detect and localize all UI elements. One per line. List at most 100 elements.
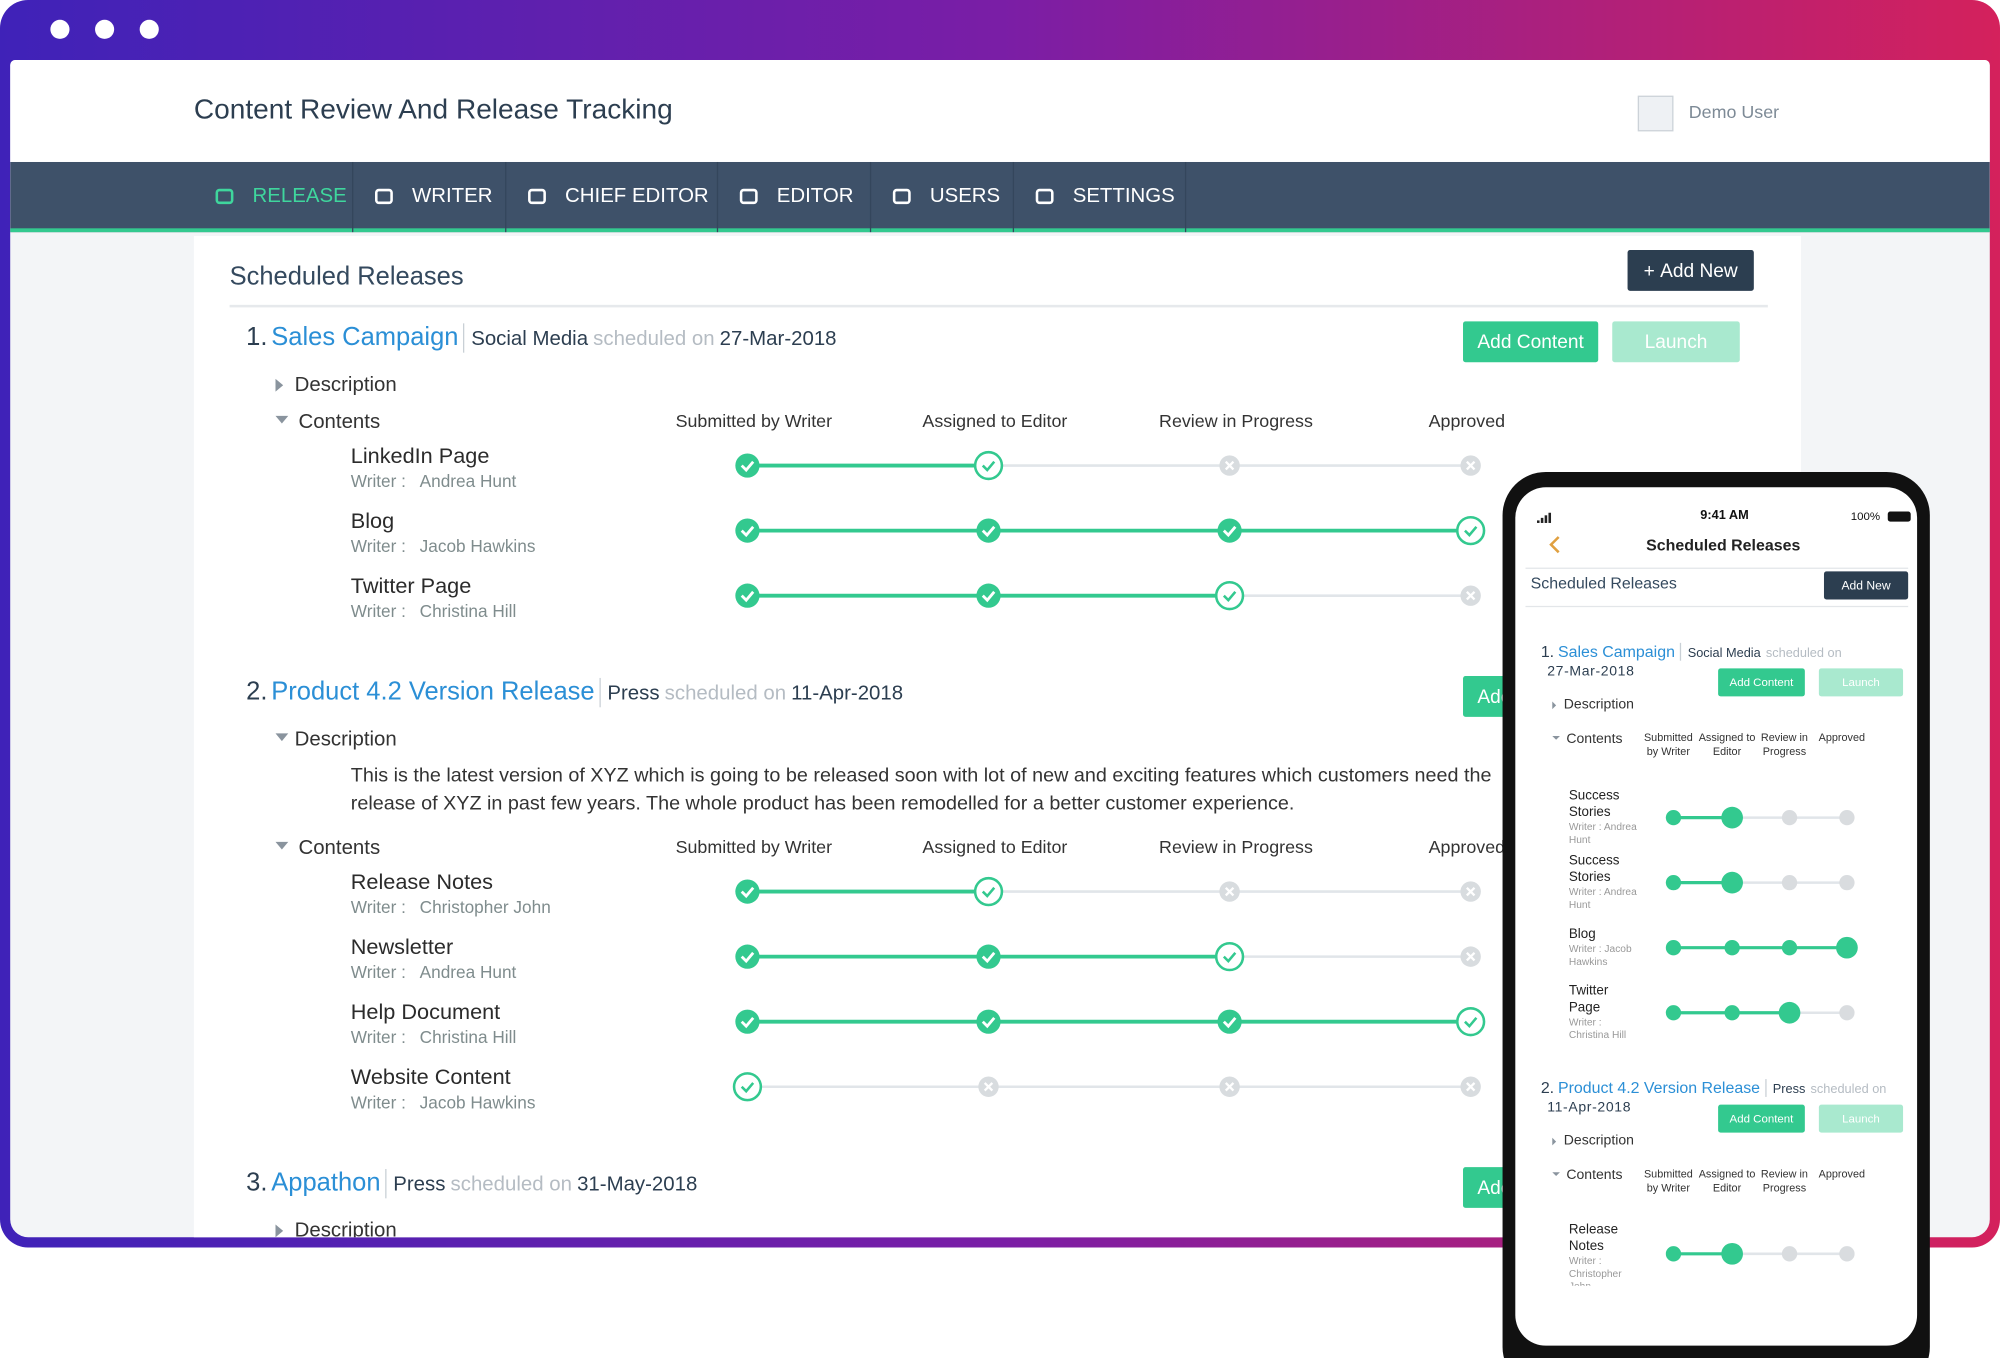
contents-toggle[interactable]: Contents — [298, 837, 381, 859]
cross — [1224, 886, 1235, 897]
nav-label[interactable]: USERS — [929, 185, 1001, 208]
button-label[interactable]: Add New — [1660, 259, 1738, 282]
nav-item[interactable]: EDITOR — [718, 161, 872, 233]
stage-header: Review in Progress — [1760, 730, 1808, 758]
release-number: 2. — [246, 677, 268, 706]
add-new-button[interactable]: Add New — [1823, 571, 1909, 600]
release-name[interactable]: Appathon — [271, 1169, 387, 1199]
check — [1222, 525, 1237, 538]
status-done — [1217, 518, 1242, 543]
description-toggle[interactable]: Description — [1563, 696, 1634, 713]
release-name[interactable]: Sales Campaign — [271, 323, 465, 353]
item-name: Success Stories — [1568, 788, 1620, 821]
add-content-button[interactable]: Add Content — [1718, 1104, 1805, 1133]
nav-item[interactable]: CHIEF EDITOR — [506, 161, 719, 233]
progress-layer — [732, 450, 1486, 1102]
nav-icon — [528, 188, 546, 205]
stage-header: Review in Progress — [1159, 410, 1313, 431]
writer-label: Writer : — [350, 536, 406, 557]
description-toggle[interactable]: Description — [294, 728, 397, 751]
status-current — [1721, 1242, 1743, 1265]
contents-toggle[interactable]: Contents — [1566, 1167, 1623, 1183]
scheduled-label: scheduled on — [450, 1174, 572, 1196]
nav-bar — [10, 161, 1990, 233]
writer-label: Writer : — [350, 1027, 406, 1048]
section-title: Scheduled Releases — [1530, 574, 1677, 593]
stage-header: Review in Progress — [1760, 1167, 1808, 1194]
release-name[interactable]: Product 4.2 Version Release — [271, 677, 602, 708]
back-button[interactable] — [1547, 536, 1562, 554]
check — [981, 590, 996, 603]
release-name[interactable]: Product 4.2 Version Release — [1558, 1079, 1767, 1097]
status-done — [1665, 809, 1682, 826]
writer-name: Christina Hill — [419, 1027, 517, 1048]
nav-label[interactable]: WRITER — [411, 185, 493, 208]
check — [740, 886, 755, 899]
status-current — [1214, 580, 1245, 611]
toggle-arrow[interactable] — [1552, 701, 1557, 710]
item-writer: Writer : Andrea Hunt — [1569, 887, 1640, 913]
stage-header: Approved — [1428, 410, 1506, 431]
add-new-button[interactable]: + Add New — [1627, 249, 1754, 291]
nav-item[interactable]: WRITER — [353, 161, 507, 233]
cross — [1224, 460, 1235, 471]
writer-label: Writer : — [350, 601, 406, 622]
nav-item[interactable]: USERS — [871, 161, 1015, 233]
launch-button[interactable]: Launch — [1818, 668, 1904, 697]
status-done — [735, 583, 760, 608]
nav-label[interactable]: SETTINGS — [1072, 185, 1175, 208]
status-current — [1455, 515, 1486, 546]
release-name[interactable]: Sales Campaign — [1558, 642, 1682, 661]
toggle-arrow[interactable] — [1552, 1172, 1560, 1177]
check — [740, 460, 755, 473]
release-header: 3. Appathon Press scheduled on 31-May-2018 — [246, 1169, 697, 1199]
nav-item[interactable]: RELEASE — [194, 161, 354, 233]
cross — [1466, 886, 1476, 897]
nav-icon — [892, 188, 911, 205]
check — [1222, 951, 1237, 963]
status-done — [1217, 1009, 1242, 1034]
stage-header: Review in Progress — [1159, 836, 1313, 857]
writer-name: Christina Hill — [419, 601, 517, 622]
release-channel: Social Media — [1687, 646, 1761, 661]
nav-label[interactable]: CHIEF EDITOR — [565, 185, 709, 208]
status-pending — [1839, 874, 1855, 891]
toggle-arrow[interactable] — [275, 841, 289, 850]
release-channel: Social Media — [471, 328, 589, 351]
back-chevron — [1549, 536, 1560, 554]
launch-button[interactable]: Launch — [1818, 1104, 1904, 1133]
description-toggle[interactable]: Description — [294, 374, 397, 396]
nav-label[interactable]: RELEASE — [252, 185, 347, 208]
window-dots — [50, 19, 159, 39]
signal-bar — [1540, 517, 1544, 523]
add-content-button[interactable]: Add Content — [1718, 668, 1805, 697]
description-toggle[interactable]: Description — [294, 1219, 397, 1238]
status-pending — [1781, 874, 1798, 891]
toggle-arrow[interactable] — [275, 733, 289, 742]
nav-label[interactable]: EDITOR — [776, 185, 854, 208]
toggle-arrow[interactable] — [275, 1224, 284, 1238]
battery-level: 100% — [1850, 509, 1881, 523]
toggle-arrow[interactable] — [1552, 1137, 1557, 1146]
contents-toggle[interactable]: Contents — [1566, 731, 1623, 747]
nav-item[interactable]: SETTINGS — [1014, 161, 1187, 233]
description-toggle[interactable]: Description — [1563, 1133, 1634, 1149]
toggle-arrow[interactable] — [275, 378, 284, 392]
user-name[interactable]: Demo User — [1688, 101, 1780, 122]
mobile-title: Scheduled Releases — [1646, 536, 1801, 555]
toggle-arrow[interactable] — [1552, 735, 1560, 740]
status-done — [735, 944, 760, 969]
writer-name: Christina Hill — [1568, 1029, 1627, 1041]
contents-toggle[interactable]: Contents — [298, 411, 381, 433]
launch-button[interactable]: Launch — [1612, 321, 1740, 363]
status-pending — [1781, 809, 1798, 826]
battery-icon — [1887, 511, 1911, 522]
check — [981, 460, 996, 472]
toggle-arrow[interactable] — [275, 415, 289, 424]
status-done — [976, 583, 1001, 608]
add-content-button[interactable]: Add Content — [1463, 321, 1599, 363]
status-done — [976, 944, 1001, 969]
release-channel: Press — [393, 1174, 446, 1196]
stage-header: Submitted by Writer — [1643, 730, 1693, 758]
